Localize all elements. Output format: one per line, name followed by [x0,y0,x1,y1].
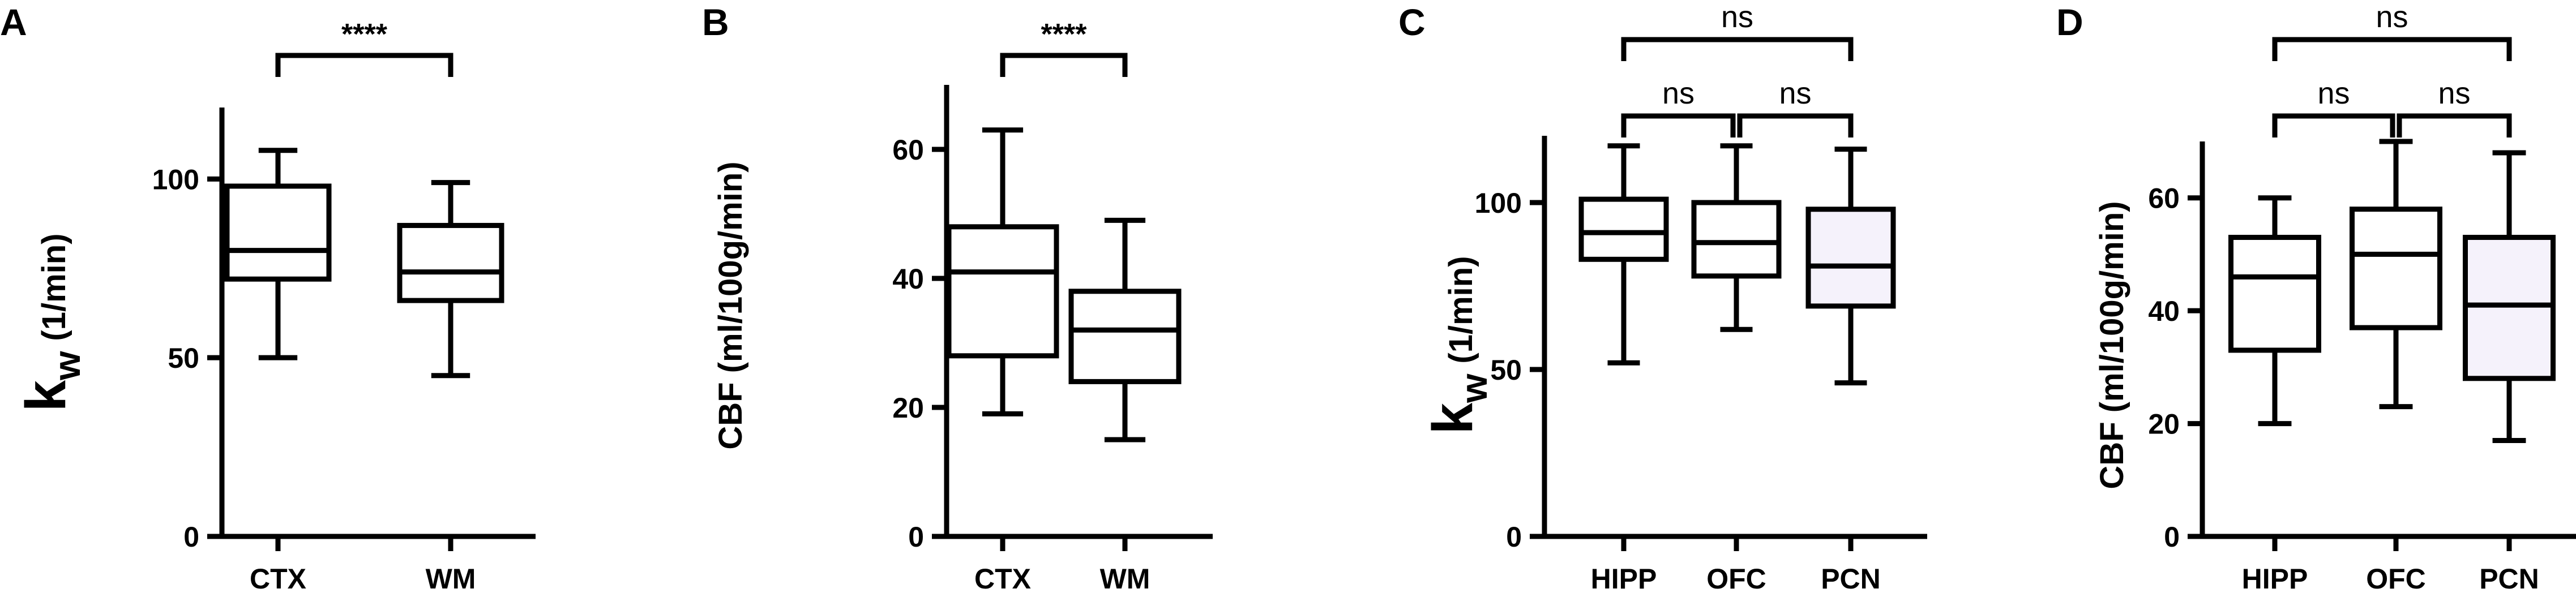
y-tick-label: 50 [1490,354,1522,386]
significance-label: ns [1779,76,1811,110]
box-wm [397,180,504,379]
iqr-box [1578,196,1669,262]
iqr-box [2350,207,2442,330]
box-ctx [224,148,332,360]
bracket-line [1000,53,1128,77]
significance-label: ns [1721,0,1753,34]
x-tick-label: CTX [974,563,1031,593]
y-axis-label: kw (1/min) [1421,256,1495,434]
y-axis-label-subscript: w [46,351,88,381]
y-axis-label-main: k [1421,403,1484,435]
box-hipp [1578,143,1669,366]
y-tick-label: 40 [892,263,924,295]
significance-bracket: ns [2272,76,2395,137]
iqr-box [2463,235,2556,381]
y-tick-label: 100 [1475,187,1522,219]
significance-label: ns [1662,76,1694,110]
significance-bracket: ns [2397,76,2512,137]
box-pcn [2463,150,2556,443]
y-tick-label: 60 [892,134,924,166]
box-ofc [2350,139,2442,410]
significance-bracket: ns [1737,76,1854,137]
significance-label: ns [2317,76,2350,110]
x-tick-label: HIPP [1591,563,1657,593]
y-axis-label-main: k [14,380,78,412]
y-tick-label: 20 [2148,409,2180,440]
box-pcn [1805,147,1896,386]
y-axis-label-subscript: w [1453,373,1495,403]
y-tick-label: 60 [2148,183,2180,214]
box-ctx [946,127,1059,416]
iqr-box [2228,235,2321,353]
panel-label: A [0,1,27,43]
significance-bracket: ns [2272,0,2512,61]
y-axis-label: kw (1/min) [14,233,88,411]
chart-panel-b: B 0 20 40 60 CTX WM CBF (ml/100g/min) **** [702,1,1213,593]
bracket-line [1737,113,1854,137]
panel-label: C [1398,1,1426,43]
y-axis-label: CBF (ml/100g/min) [712,161,749,449]
y-tick-label: 0 [908,521,924,553]
iqr-box [946,224,1059,359]
y-axis-label-unit: (1/min) [36,233,72,341]
significance-label: ns [2376,0,2408,34]
x-tick-label: OFC [1706,563,1766,593]
box-hipp [2228,195,2321,427]
x-tick-label: CTX [250,563,306,593]
panel-label: B [702,1,729,43]
y-tick-label: 0 [183,521,199,553]
significance-label: ns [2438,76,2470,110]
significance-bracket: ns [1621,0,1854,61]
iqr-box [397,222,504,303]
significance-bracket: **** [1000,18,1128,77]
box-ofc [1691,143,1782,332]
y-axis-label: CBF (ml/100g/min) [2094,201,2130,489]
x-tick-label: PCN [2479,563,2539,593]
y-tick-label: 0 [1506,521,1522,553]
y-axis-label-unit: (1/min) [1443,256,1479,363]
iqr-box [1068,289,1182,384]
iqr-box [224,183,332,282]
x-tick-label: PCN [1821,563,1881,593]
y-tick-label: 50 [168,342,199,374]
panel-label: D [2056,1,2083,43]
significance-label: **** [341,18,388,51]
x-tick-label: WM [1100,563,1150,593]
box-wm [1068,217,1182,442]
chart-panel-a: A 0 50 100 CTX WM kw (1/min) **** [0,1,536,593]
iqr-box [1691,200,1782,279]
significance-bracket: **** [275,18,453,77]
y-tick-label: 0 [2164,521,2180,553]
bracket-line [1621,113,1736,137]
bracket-line [2272,37,2512,61]
x-tick-label: WM [426,563,476,593]
x-tick-label: OFC [2366,563,2426,593]
chart-panel-d: D 0 20 40 60 HIPP OFC PCN CBF (ml/100g/min) ns ns n… [2056,0,2576,593]
y-tick-label: 20 [892,392,924,424]
iqr-box [1805,207,1896,309]
y-tick-label: 100 [152,164,199,195]
significance-bracket: ns [1621,76,1736,137]
y-tick-label: 40 [2148,295,2180,327]
bracket-line [2272,113,2395,137]
chart-panel-c: C 0 50 100 HIPP OFC PCN kw (1/min) ns ns ns [1398,0,1927,593]
x-tick-label: HIPP [2242,563,2308,593]
bracket-line [1621,37,1854,61]
bracket-line [2397,113,2512,137]
significance-label: **** [1041,18,1088,51]
bracket-line [275,53,453,77]
